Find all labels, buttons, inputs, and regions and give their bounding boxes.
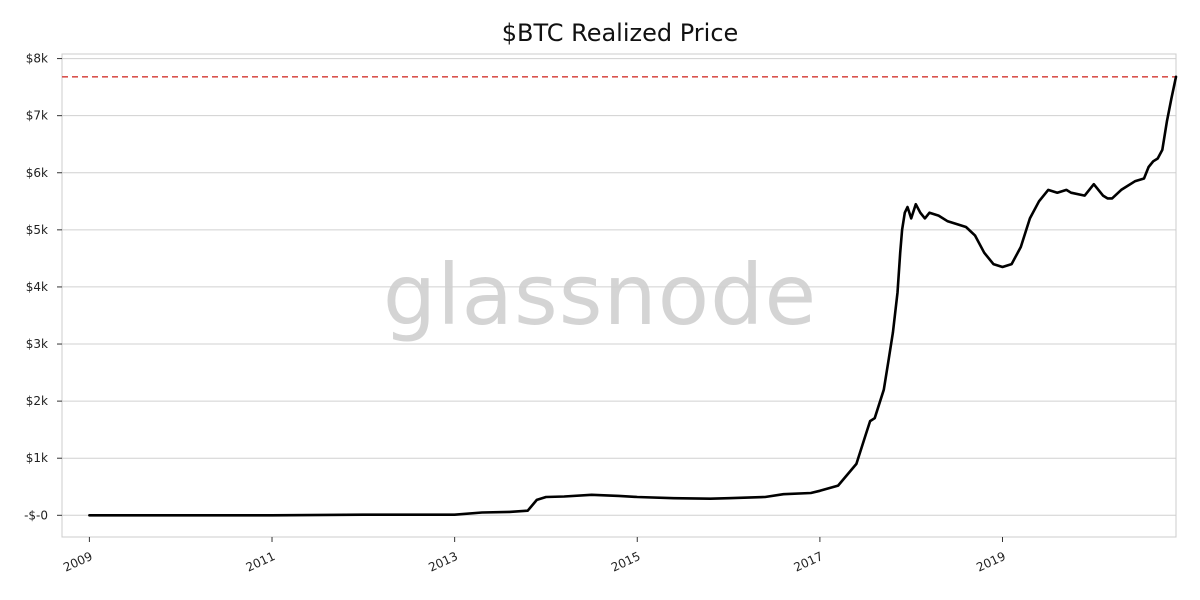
- y-axis: -$-0 $1k $2k $3k $4k $5k $6k $7k $8k: [24, 52, 62, 522]
- y-tick-label: $2k: [26, 394, 48, 408]
- series-group: [88, 75, 1178, 517]
- y-tick-label: $3k: [26, 337, 48, 351]
- watermark-logo: glassnode: [383, 246, 817, 344]
- y-tick-label: $7k: [26, 109, 48, 123]
- chart-title: $BTC Realized Price: [502, 19, 739, 47]
- y-tick-label: $4k: [26, 280, 48, 294]
- y-tick-label: $1k: [26, 451, 48, 465]
- plot-area-frame: [61, 53, 1177, 538]
- y-tick-label: $5k: [26, 223, 48, 237]
- y-tick-label: $8k: [26, 52, 48, 66]
- y-tick-label: $6k: [26, 166, 48, 180]
- y-tick-label: -$-0: [24, 508, 48, 522]
- series-line: [88, 75, 1178, 517]
